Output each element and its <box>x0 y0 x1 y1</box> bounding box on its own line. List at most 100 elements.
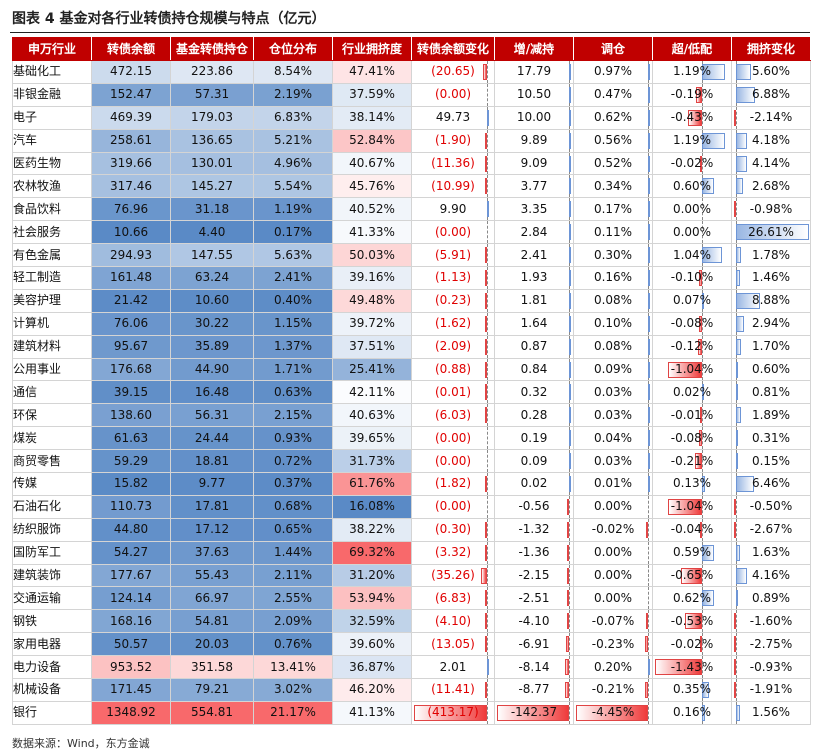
bar-axis <box>487 702 489 724</box>
cell-value: 0.62% <box>593 110 633 125</box>
industry-name: 煤炭 <box>12 426 92 451</box>
bar-axis <box>487 519 489 541</box>
positive-bar <box>569 64 572 80</box>
over-under-cell: -1.43% <box>652 655 732 680</box>
balance-change-cell: (0.23) <box>411 288 495 313</box>
crowding-cell: 40.67% <box>332 151 412 176</box>
balance-cell: 44.80 <box>91 517 171 542</box>
positive-bar <box>648 476 651 493</box>
over-under-cell: -0.02% <box>652 632 732 657</box>
negative-bar <box>485 155 488 172</box>
negative-bar <box>564 682 570 699</box>
balance-change-cell: (0.00) <box>411 426 495 451</box>
inc-dec-cell: -4.10 <box>494 609 574 634</box>
positive-bar <box>648 224 651 241</box>
bar-axis <box>487 381 489 403</box>
bar-axis <box>487 175 489 197</box>
holding-cell: 4.40 <box>170 220 254 245</box>
positive-bar <box>648 338 651 355</box>
holding-cell: 54.81 <box>170 609 254 634</box>
balance-change-cell: (0.30) <box>411 517 495 542</box>
inc-dec-cell: 1.81 <box>494 288 574 313</box>
balance-change-cell: (5.91) <box>411 243 495 268</box>
negative-bar <box>667 361 702 378</box>
bar-axis <box>569 565 571 586</box>
cell-value: 9.09 <box>520 156 548 170</box>
cell-value: (5.91) <box>434 247 472 262</box>
positive-bar <box>701 590 715 607</box>
cell-value: (11.41) <box>431 682 475 697</box>
crowding-change-cell: 6.88% <box>731 82 811 107</box>
position-cell: 2.11% <box>253 563 333 588</box>
inc-dec-cell: -8.14 <box>494 655 574 680</box>
rebalance-cell: 0.03% <box>573 449 653 474</box>
table-row: 传媒 15.82 9.77 0.37% 61.76% (1.82) 0.02 0.01% 0.1… <box>12 472 811 496</box>
rebalance-cell: 0.56% <box>573 128 653 153</box>
negative-bar <box>687 109 702 126</box>
positive-bar <box>569 86 572 103</box>
crowding-change-cell: 2.94% <box>731 311 811 336</box>
positive-bar <box>735 544 741 561</box>
positive-bar <box>701 704 706 721</box>
cell-value: 0.81% <box>751 384 791 399</box>
table-row: 石油石化 110.73 17.81 0.68% 16.08% (0.00) -0.56 0.0… <box>12 494 811 519</box>
bar-axis <box>569 542 571 564</box>
position-cell: 3.02% <box>253 678 333 702</box>
position-cell: 1.19% <box>253 197 333 222</box>
rebalance-cell: 0.03% <box>573 380 653 405</box>
over-under-cell: 0.07% <box>652 288 732 313</box>
cell-value: -0.21% <box>670 453 714 468</box>
industry-name: 社会服务 <box>12 220 92 245</box>
balance-change-cell: (0.01) <box>411 380 495 405</box>
inc-dec-cell: 0.09 <box>494 449 574 474</box>
positive-bar <box>735 384 739 401</box>
holding-cell: 147.55 <box>170 243 254 268</box>
cell-value: -0.12% <box>670 339 714 354</box>
positive-bar <box>735 338 741 355</box>
balance-cell: 152.47 <box>91 82 171 107</box>
positive-bar <box>735 132 748 149</box>
rebalance-cell: 0.17% <box>573 197 653 222</box>
cell-value: (0.88) <box>434 362 472 377</box>
over-under-cell: -0.10% <box>652 266 732 290</box>
holding-cell: 179.03 <box>170 105 254 130</box>
cell-value: (0.01) <box>434 384 472 399</box>
crowding-change-cell: 1.89% <box>731 403 811 428</box>
cell-value: 1.56% <box>751 705 791 720</box>
balance-cell: 469.39 <box>91 105 171 130</box>
header-balance: 转债余额 <box>91 37 171 61</box>
inc-dec-cell: 0.87 <box>494 334 574 359</box>
cell-value: 49.73 <box>435 110 471 125</box>
crowding-change-cell: -1.91% <box>731 678 811 702</box>
positive-bar <box>569 247 572 264</box>
bar-axis <box>735 496 737 518</box>
inc-dec-cell: 9.89 <box>494 128 574 153</box>
rebalance-cell: 0.00% <box>573 563 653 588</box>
balance-cell: 54.27 <box>91 540 171 565</box>
positive-bar <box>735 270 740 287</box>
positive-bar <box>648 430 651 447</box>
positive-bar <box>735 224 809 241</box>
balance-change-cell: (1.13) <box>411 266 495 290</box>
positive-bar <box>648 361 651 378</box>
balance-cell: 171.45 <box>91 678 171 702</box>
crowding-change-cell: -2.75% <box>731 632 811 657</box>
bar-axis <box>735 633 737 655</box>
negative-bar <box>733 659 736 676</box>
table-row: 电子 469.39 179.03 6.83% 38.14% 49.73 10.00 0.62%… <box>12 105 811 130</box>
negative-bar <box>733 201 736 218</box>
bar-axis <box>735 610 737 632</box>
cell-value: -2.51 <box>518 590 550 605</box>
bar-axis <box>569 519 571 541</box>
industry-name: 公用事业 <box>12 357 92 382</box>
bar-axis <box>569 610 571 632</box>
balance-change-cell: 49.73 <box>411 105 495 130</box>
cell-value: 0.16% <box>593 270 633 285</box>
cell-value: 0.00% <box>672 224 712 239</box>
bar-axis <box>735 198 737 220</box>
positive-bar <box>648 453 651 470</box>
crowding-cell: 46.20% <box>332 678 412 702</box>
cell-value: 1.19% <box>672 133 712 148</box>
cell-value: 0.60% <box>672 178 712 193</box>
cell-value: -1.32 <box>518 522 550 537</box>
